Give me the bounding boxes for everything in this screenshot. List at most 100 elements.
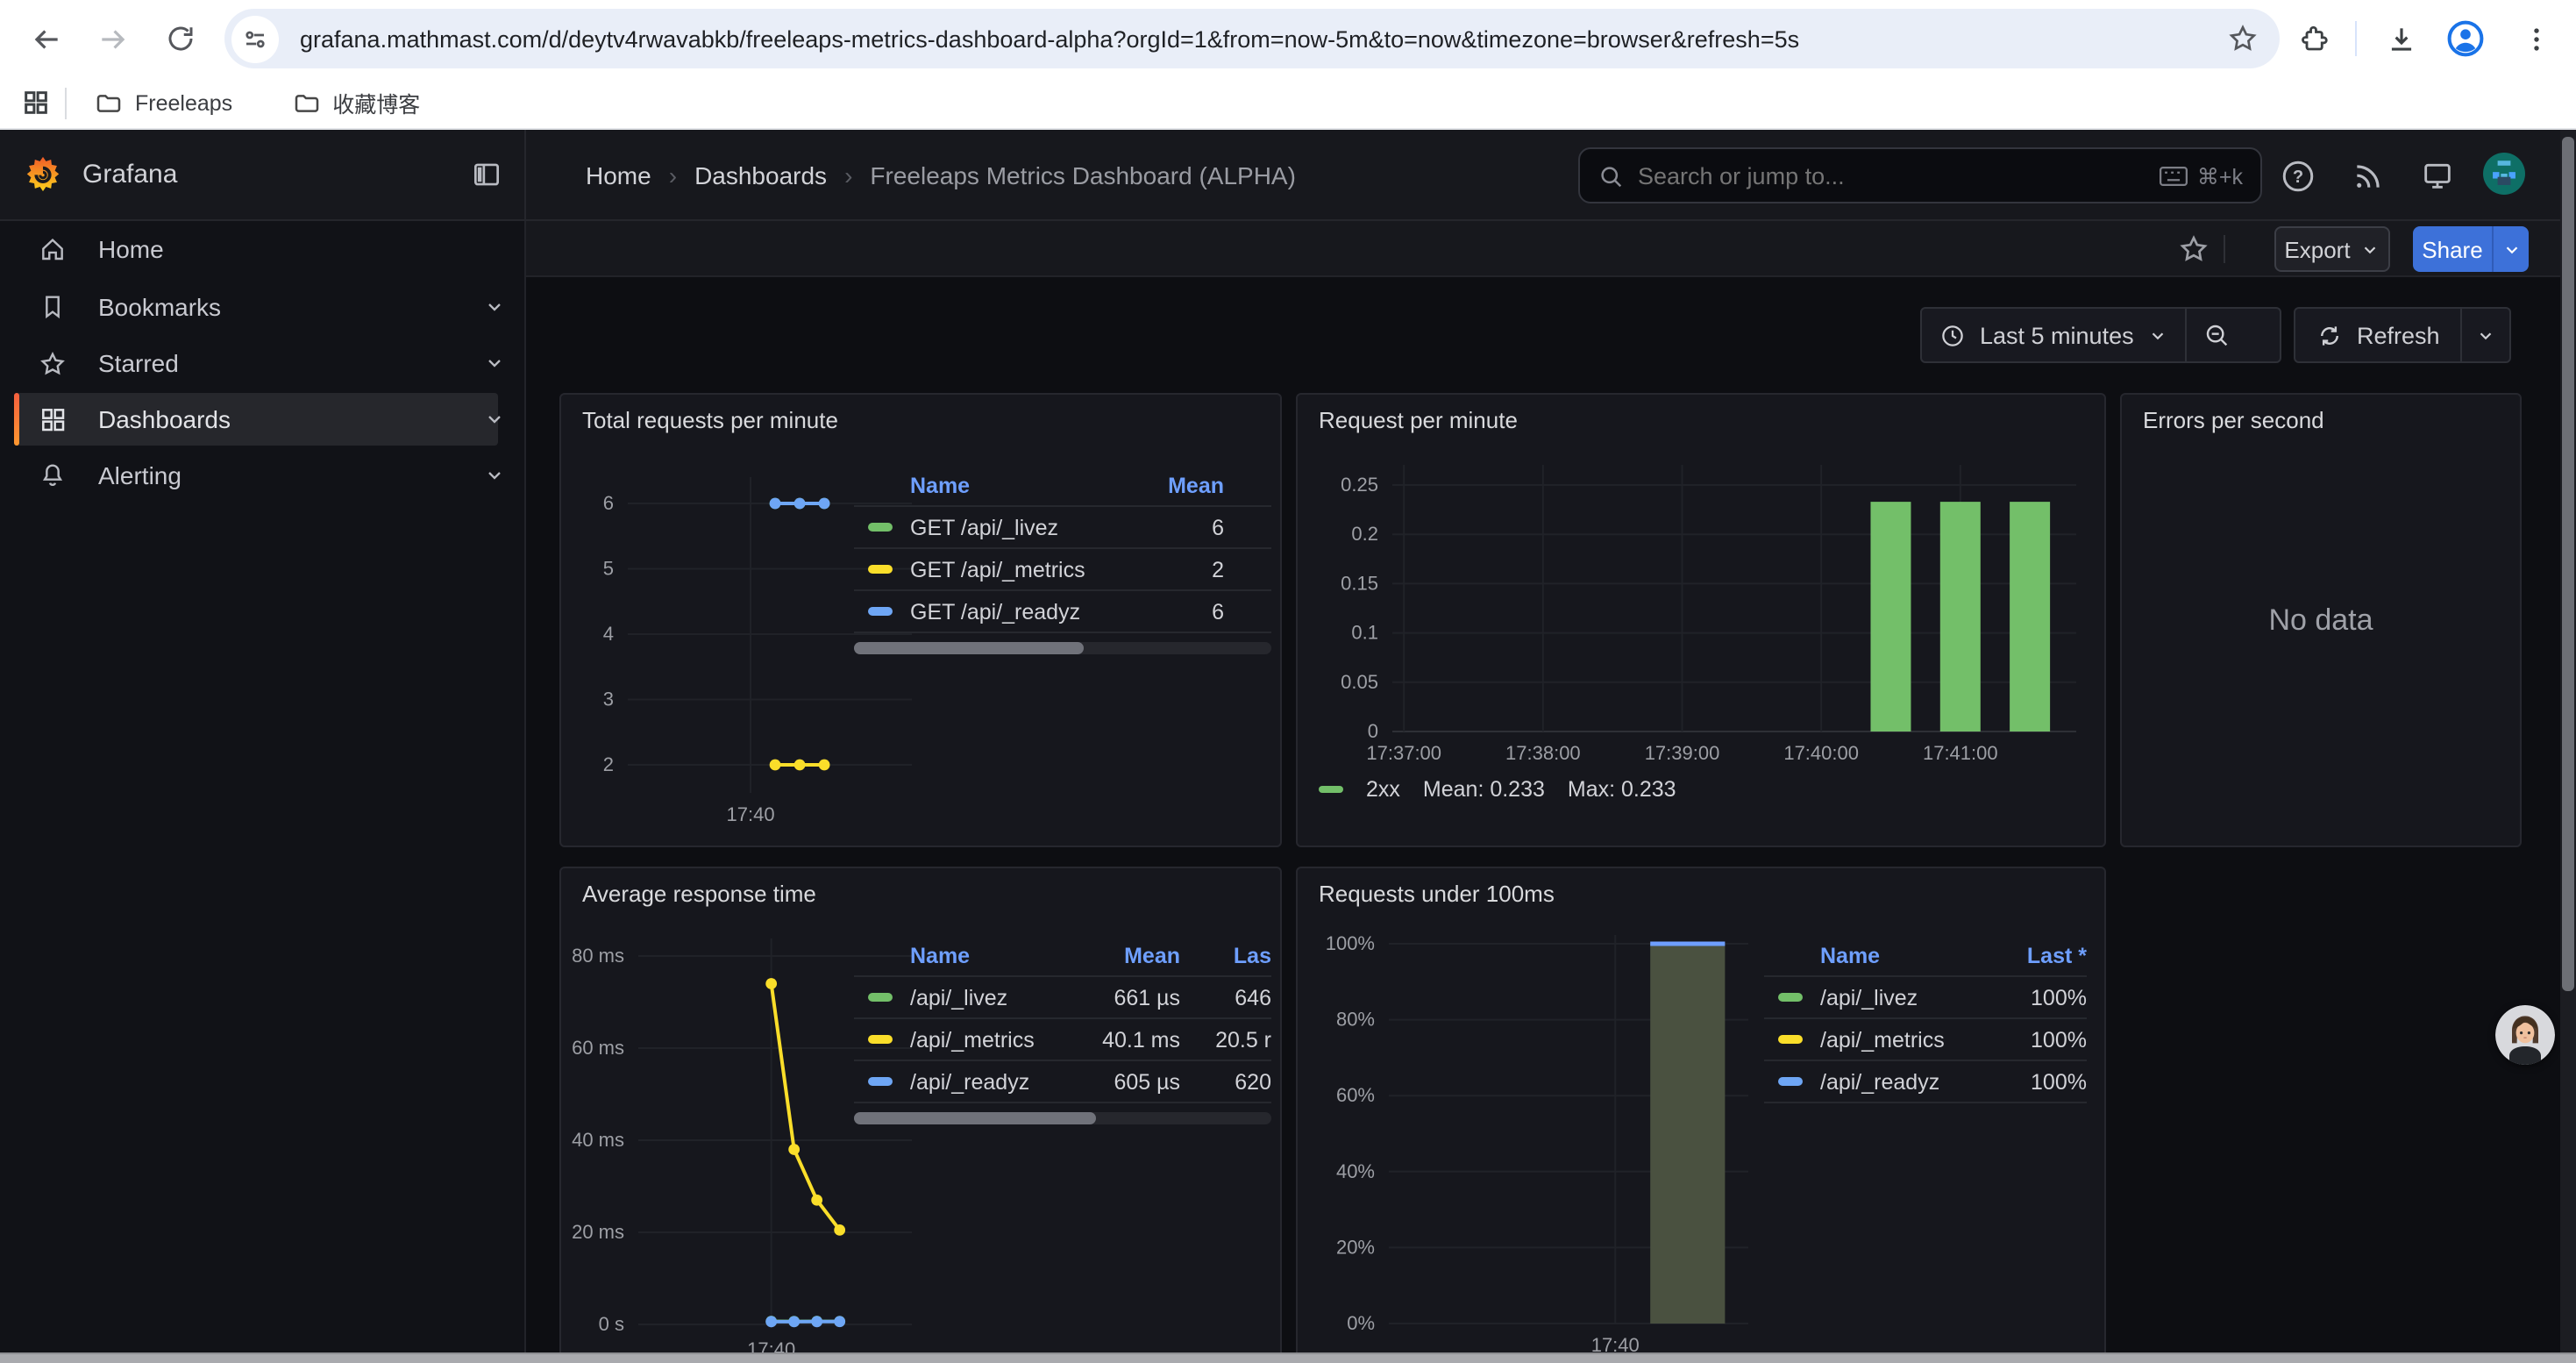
svg-text:17:38:00: 17:38:00 xyxy=(1505,742,1581,764)
breadcrumb-dashboards[interactable]: Dashboards xyxy=(694,161,828,189)
bookmark-label: 收藏博客 xyxy=(332,93,421,118)
svg-text:17:40: 17:40 xyxy=(1591,1334,1640,1356)
legend-col-last[interactable]: Las xyxy=(1233,943,1271,967)
series-chip xyxy=(1778,1077,1803,1086)
svg-text:80%: 80% xyxy=(1336,1009,1375,1031)
user-avatar[interactable] xyxy=(2483,153,2525,195)
share-dropdown[interactable] xyxy=(2492,226,2529,272)
bookmark-folder-blogs[interactable]: 收藏博客 xyxy=(278,83,434,122)
legend-row[interactable]: GET /api/_livez 6 xyxy=(854,507,1271,549)
breadcrumb-home[interactable]: Home xyxy=(586,161,651,189)
legend-col-name[interactable]: Name xyxy=(910,473,971,497)
search-box[interactable]: ⌘+k xyxy=(1578,147,2262,203)
legend-row[interactable]: GET /api/_readyz 6 xyxy=(854,591,1271,633)
legend-row[interactable]: /api/_metrics 40.1 ms 20.5 r xyxy=(854,1019,1271,1061)
legend-row[interactable]: /api/_metrics 100% xyxy=(1764,1019,2087,1061)
profile-icon[interactable] xyxy=(2441,14,2490,63)
sidebar-item-starred[interactable]: Starred xyxy=(14,337,498,389)
browser-toolbar xyxy=(0,0,2576,77)
legend-row[interactable]: /api/_readyz 605 µs 620 xyxy=(854,1061,1271,1103)
legend-row[interactable]: /api/_readyz 100% xyxy=(1764,1061,2087,1103)
legend-row[interactable]: /api/_livez 661 µs 646 xyxy=(854,977,1271,1019)
legend-scrollbar[interactable] xyxy=(854,642,1271,654)
bookmark-folder-freeleaps[interactable]: Freeleaps xyxy=(81,83,246,122)
bell-icon xyxy=(39,461,67,489)
favorite-star-icon[interactable] xyxy=(2178,233,2210,265)
forward-icon[interactable] xyxy=(88,14,137,63)
horizontal-scrollbar[interactable] xyxy=(0,1352,2576,1363)
svg-text:0.05: 0.05 xyxy=(1341,671,1378,693)
svg-text:0.2: 0.2 xyxy=(1351,523,1378,545)
back-icon[interactable] xyxy=(21,14,70,63)
svg-text:100%: 100% xyxy=(1326,932,1375,954)
timeseries-chart[interactable]: 6 5 4 3 2 17:40 xyxy=(561,395,1284,849)
download-icon[interactable] xyxy=(2376,14,2425,63)
series-name: 2xx xyxy=(1366,777,1400,802)
chevron-down-icon[interactable] xyxy=(477,281,512,333)
export-button[interactable]: Export xyxy=(2274,226,2390,272)
series-chip xyxy=(1778,993,1803,1002)
extensions-icon[interactable] xyxy=(2290,14,2339,63)
chevron-down-icon xyxy=(2152,332,2163,339)
bookmarks-divider xyxy=(65,87,67,118)
chevron-down-icon[interactable] xyxy=(477,337,512,389)
dashboards-grid-icon xyxy=(39,405,67,433)
sidebar-item-alerting[interactable]: Alerting xyxy=(14,449,498,502)
search-input[interactable] xyxy=(1638,162,2159,189)
panel-errors-per-second: Errors per second No data xyxy=(2120,393,2522,847)
bookmark-star-icon[interactable] xyxy=(2227,23,2259,54)
panel-title[interactable]: Request per minute xyxy=(1319,407,1518,433)
address-bar[interactable] xyxy=(224,9,2280,68)
news-rss-icon[interactable] xyxy=(2346,154,2388,196)
refresh-button[interactable]: Refresh xyxy=(2295,309,2461,361)
svg-text:17:40: 17:40 xyxy=(727,803,775,825)
sidebar-item-bookmarks[interactable]: Bookmarks xyxy=(14,281,498,333)
menu-dots-icon[interactable] xyxy=(2511,14,2560,63)
svg-text:0.25: 0.25 xyxy=(1341,474,1378,496)
panel-title[interactable]: Total requests per minute xyxy=(582,407,838,433)
site-info-icon[interactable] xyxy=(231,15,279,62)
legend-inline[interactable]: 2xx Mean: 0.233 Max: 0.233 xyxy=(1319,777,1676,802)
vertical-scrollbar-thumb[interactable] xyxy=(2562,137,2574,991)
help-icon[interactable]: ? xyxy=(2276,154,2318,196)
home-icon xyxy=(39,234,67,264)
refresh-interval-dropdown[interactable] xyxy=(2463,309,2508,361)
reload-icon[interactable] xyxy=(156,14,205,63)
share-button[interactable]: Share xyxy=(2413,226,2529,272)
percent-bar-chart[interactable]: 0% 20% 40% 60% 80% 100% 17:40 xyxy=(1298,868,2108,1363)
svg-text:0: 0 xyxy=(1368,720,1378,742)
svg-text:3: 3 xyxy=(603,689,614,710)
assistant-avatar[interactable] xyxy=(2495,1005,2555,1065)
sidebar-toggle-icon[interactable] xyxy=(470,158,503,191)
apps-grid-icon[interactable] xyxy=(21,88,51,118)
legend-scrollbar[interactable] xyxy=(854,1112,1271,1124)
legend-row[interactable]: GET /api/_metrics 2 xyxy=(854,549,1271,591)
search-icon xyxy=(1601,166,1622,187)
legend-col-mean[interactable]: Mean xyxy=(1168,473,1224,497)
series-chip xyxy=(868,565,893,574)
bar-chart[interactable]: 0 0.05 0.1 0.15 0.2 0.25 17:37:00 17:38:00 17:39… xyxy=(1298,395,2108,849)
kiosk-monitor-icon[interactable] xyxy=(2416,154,2459,196)
sidebar-item-dashboards[interactable]: Dashboards xyxy=(14,393,498,446)
grafana-logo[interactable] xyxy=(23,154,63,195)
legend-row[interactable]: /api/_livez 100% xyxy=(1764,977,2087,1019)
chevron-down-icon[interactable] xyxy=(477,393,512,446)
chevron-down-icon[interactable] xyxy=(477,449,512,502)
time-range-picker[interactable]: Last 5 minutes xyxy=(1922,309,2185,361)
panel-title[interactable]: Requests under 100ms xyxy=(1319,881,1555,907)
legend-col-name[interactable]: Name xyxy=(1820,943,1881,967)
url-field[interactable] xyxy=(300,25,2227,52)
legend-col-name[interactable]: Name xyxy=(910,943,971,967)
legend-col-last[interactable]: Last * xyxy=(2026,943,2087,967)
breadcrumb: Home › Dashboards › Freeleaps Metrics Da… xyxy=(586,130,1296,219)
legend-table: Name Mean Las /api/_livez 661 µs 646 /api/_m… xyxy=(854,935,1271,1124)
legend-col-mean[interactable]: Mean xyxy=(1124,943,1180,967)
sidebar-item-home[interactable]: Home xyxy=(14,223,498,275)
share-label: Share xyxy=(2422,236,2483,262)
zoom-out-button[interactable] xyxy=(2187,309,2248,361)
breadcrumb-separator: › xyxy=(668,161,678,189)
panel-title[interactable]: Errors per second xyxy=(2143,407,2324,433)
chevron-down-icon xyxy=(2480,332,2491,339)
panel-title[interactable]: Average response time xyxy=(582,881,816,907)
